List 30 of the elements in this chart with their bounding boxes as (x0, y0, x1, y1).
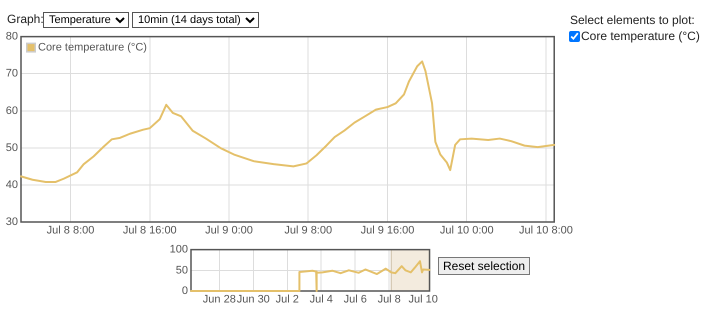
text: 10min (14 days total) (132, 12, 259, 28)
x-tick-label: Jul 8 (378, 294, 401, 306)
x-tick-label: Jul 8 8:00 (46, 224, 94, 237)
x-tick-label: Jul 9 16:00 (360, 224, 414, 237)
x-tick-label: Jun 28 (202, 294, 236, 306)
text: Temperature (43, 12, 129, 28)
y-tick-label: 80 (6, 30, 18, 43)
x-tick-label: Jul 4 (310, 294, 333, 306)
y-tick-label: 30 (6, 216, 18, 228)
y-tick-label: 50 (176, 264, 188, 276)
text: Reset selection (438, 257, 530, 275)
x-tick-label: Jul 2 (276, 294, 299, 306)
text: Core temperature (°C) (581, 29, 700, 43)
x-tick-label: Jun 30 (236, 294, 270, 306)
y-tick-label: 0 (182, 285, 188, 298)
y-tick-label: 50 (6, 142, 18, 154)
x-tick-label: Jul 8 16:00 (122, 224, 177, 237)
y-tick-label: 40 (6, 178, 18, 191)
text: Graph: (7, 12, 44, 26)
x-tick-label: Jul 10 (408, 294, 438, 306)
x-tick-label: Jul 10 0:00 (440, 224, 494, 237)
y-tick-label: 100 (170, 244, 188, 256)
legend-label: Core temperature (°C) (38, 42, 147, 54)
x-tick-label: Jul 9 8:00 (284, 224, 332, 237)
y-tick-label: 70 (6, 68, 18, 80)
y-tick-label: 60 (6, 104, 18, 117)
x-tick-label: Jul 6 (344, 294, 367, 306)
x-tick-label: Jul 10 8:00 (519, 224, 573, 237)
text: Select elements to plot: (570, 13, 695, 27)
x-tick-label: Jul 9 0:00 (205, 224, 253, 237)
